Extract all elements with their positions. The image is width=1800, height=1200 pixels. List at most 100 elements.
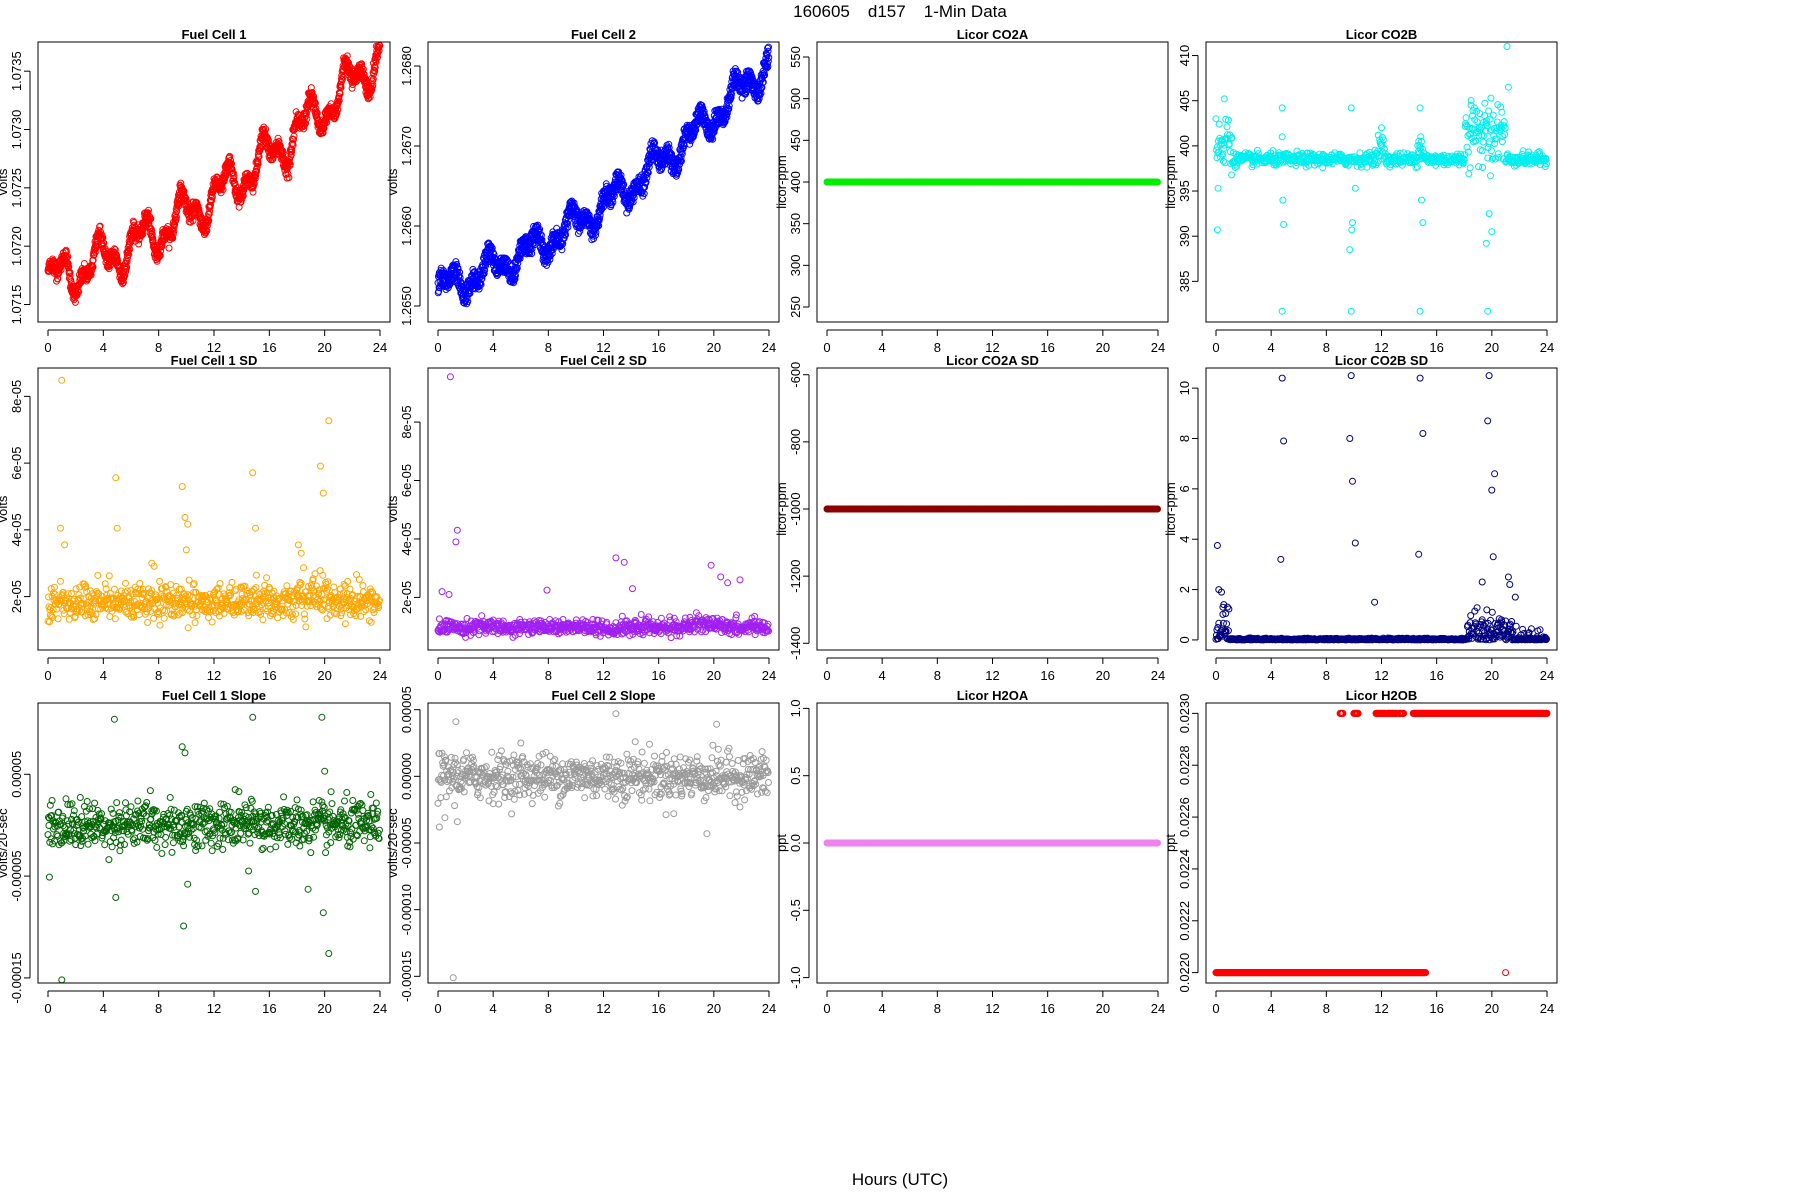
- data-point: [1485, 210, 1493, 218]
- data-point: [252, 571, 260, 579]
- x-tick-label: 20: [317, 340, 331, 355]
- data-point: [1418, 196, 1425, 204]
- data-point: [1479, 164, 1487, 171]
- data-point: [208, 193, 216, 201]
- data-point: [72, 585, 80, 593]
- panel-title: Licor CO2A: [957, 27, 1029, 42]
- figure-title-doy: d157: [867, 2, 906, 21]
- data-point: [161, 607, 169, 615]
- data-point: [1223, 123, 1231, 131]
- data-point: [1280, 221, 1288, 228]
- data-point: [94, 571, 102, 579]
- data-point: [1416, 104, 1424, 112]
- y-tick-label: 550: [788, 46, 803, 68]
- data-point: [1475, 163, 1482, 171]
- data-point: [144, 619, 152, 626]
- data-point: [50, 257, 57, 265]
- x-tick-label: 4: [879, 340, 886, 355]
- data-point: [156, 577, 164, 585]
- data-point: [125, 251, 133, 258]
- y-tick-label: 1.2680: [399, 46, 414, 86]
- y-tick-label: 1.2660: [399, 206, 414, 246]
- data-point: [1278, 133, 1286, 141]
- data-point: [184, 624, 192, 632]
- data-point: [110, 585, 118, 593]
- data-point: [75, 288, 83, 296]
- x-tick-label: 0: [44, 340, 51, 355]
- x-tick-label: 0: [823, 340, 830, 355]
- panel-fuel-cell-1: Fuel Cell 10 4 8 12 16 20 241.07151.07201.0725…: [0, 27, 391, 355]
- x-tick-label: 4: [1268, 340, 1275, 355]
- data-point: [122, 579, 129, 587]
- data-point: [105, 265, 113, 273]
- y-tick-label: 390: [1177, 225, 1192, 247]
- x-tick-label: 24: [1151, 340, 1165, 355]
- data-point: [136, 579, 144, 587]
- y-tick-label: 400: [788, 171, 803, 193]
- data-point: [1220, 95, 1228, 103]
- data-point: [1278, 307, 1286, 315]
- data-point: [66, 269, 74, 277]
- x-tick-label: 20: [1096, 340, 1110, 355]
- data-point: [71, 298, 79, 306]
- data-point: [144, 209, 152, 217]
- x-tick-label: 8: [545, 340, 552, 355]
- data-point: [1487, 94, 1495, 102]
- data-point: [170, 223, 178, 231]
- data-point: [169, 234, 177, 242]
- data-point: [1214, 184, 1222, 192]
- y-axis-label: licor-ppm: [1163, 155, 1178, 208]
- data-point: [181, 197, 189, 205]
- x-axis: 0 4 8 12 16 20 24: [1212, 329, 1554, 355]
- data-point: [208, 197, 215, 205]
- data-point: [191, 619, 199, 627]
- data-point: [89, 263, 97, 271]
- x-tick-label: 20: [707, 340, 721, 355]
- data-point: [87, 271, 95, 279]
- data-point: [145, 219, 153, 227]
- y-axis-label: volts: [0, 168, 10, 195]
- data-point: [111, 246, 119, 254]
- data-points: [44, 42, 384, 306]
- data-point: [205, 210, 213, 218]
- y-tick-label: 400: [1177, 135, 1192, 157]
- data-point: [1479, 138, 1487, 146]
- data-points: [434, 43, 773, 308]
- data-point: [1346, 246, 1354, 254]
- data-point: [88, 266, 96, 274]
- y-tick-label: 1.2670: [399, 126, 414, 166]
- y-tick-label: 1.0735: [9, 51, 24, 91]
- x-tick-label: 16: [1040, 340, 1054, 355]
- data-point: [1419, 219, 1427, 227]
- data-point: [204, 214, 212, 222]
- data-point: [105, 572, 113, 580]
- data-point: [1482, 239, 1490, 247]
- data-point: [228, 578, 236, 586]
- panel-title: Licor CO2B: [1346, 27, 1418, 42]
- y-tick-label: 405: [1177, 90, 1192, 112]
- y-axis-label: volts: [385, 168, 400, 195]
- data-point: [193, 612, 201, 620]
- y-axis-label: licor-ppm: [774, 155, 789, 208]
- data-point: [113, 252, 121, 260]
- y-tick-label: 1.0725: [9, 168, 24, 208]
- x-tick-label: 8: [934, 340, 941, 355]
- x-tick-label: 16: [262, 340, 276, 355]
- data-point: [1348, 226, 1356, 234]
- data-point: [64, 260, 72, 267]
- y-tick-label: 350: [788, 213, 803, 235]
- data-point: [119, 279, 127, 287]
- data-point: [158, 241, 166, 249]
- plot-frame: [1205, 41, 1558, 323]
- x-tick-label: 8: [1323, 340, 1330, 355]
- figure-title: 160605 d157 1-Min Data: [0, 2, 1800, 22]
- data-point: [1279, 196, 1287, 204]
- data-point: [1466, 164, 1474, 172]
- panel-title: Fuel Cell 1: [181, 27, 246, 42]
- data-point: [1219, 157, 1227, 165]
